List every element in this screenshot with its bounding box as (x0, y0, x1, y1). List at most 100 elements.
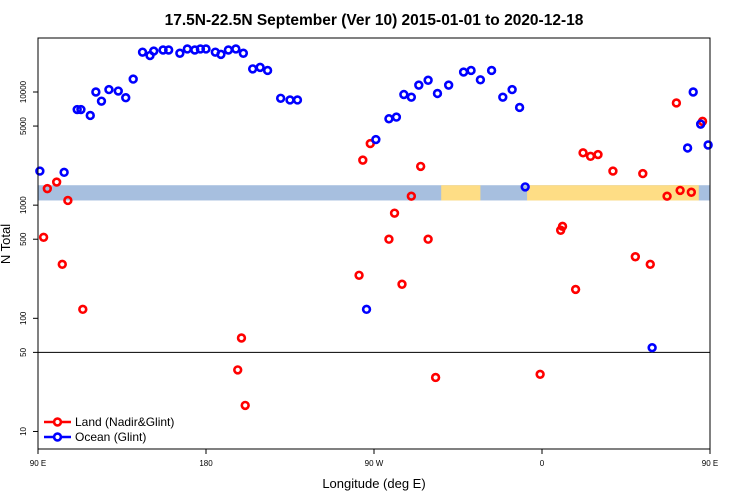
data-point (255, 62, 265, 73)
data-point (59, 167, 69, 178)
data-point (175, 48, 185, 58)
data-point (498, 92, 508, 102)
data-point (695, 119, 706, 129)
data-point (557, 221, 568, 232)
data-point (520, 182, 530, 192)
data-point (675, 185, 685, 196)
data-point (137, 47, 148, 57)
data-point (570, 284, 581, 295)
data-point (384, 234, 394, 244)
data-point (72, 104, 82, 115)
y-tick-label: 50 (19, 347, 28, 356)
data-point (238, 48, 249, 58)
data-point (371, 134, 381, 145)
data-point (51, 177, 62, 187)
data-point (149, 46, 159, 56)
x-tick-label: 90 E (30, 459, 46, 468)
data-point (292, 95, 303, 105)
y-tick-label: 500 (19, 232, 28, 246)
data-point (240, 400, 250, 411)
data-point (236, 333, 247, 343)
data-point (76, 104, 86, 115)
data-point (399, 89, 409, 100)
data-point (42, 183, 53, 194)
x-tick-label: 90 E (702, 459, 718, 468)
data-point (354, 270, 364, 280)
data-point (78, 304, 88, 315)
data-point (389, 208, 400, 218)
y-tick-label: 10000 (19, 80, 28, 103)
data-point (63, 195, 73, 206)
data-point (121, 93, 131, 103)
data-point (703, 140, 713, 150)
legend: Land (Nadir&Glint)Ocean (Glint) (44, 415, 174, 444)
y-tick-label: 1000 (19, 196, 28, 214)
data-point (113, 86, 123, 96)
data-point (638, 168, 648, 179)
data-point (688, 87, 698, 97)
data-point (231, 44, 241, 54)
data-point (163, 45, 174, 55)
data-point (486, 65, 497, 76)
data-point (406, 92, 417, 102)
map-strip (38, 185, 710, 201)
land-segment (441, 185, 481, 201)
data-point (630, 252, 641, 262)
x-axis-label: Longitude (deg E) (322, 476, 425, 491)
data-point (686, 187, 697, 197)
land-segment (527, 185, 699, 201)
data-point (391, 112, 402, 122)
data-point (432, 88, 443, 99)
data-point (671, 98, 682, 108)
x-tick-label: 90 W (365, 459, 384, 468)
data-point (443, 80, 454, 90)
data-point (593, 149, 603, 160)
legend-marker (52, 417, 63, 427)
y-tick-label: 5000 (19, 117, 28, 135)
data-point (682, 143, 693, 153)
data-point (578, 148, 588, 158)
data-point (361, 304, 372, 315)
data-point (507, 84, 517, 95)
data-point (35, 166, 45, 176)
data-point (662, 191, 672, 201)
data-point (216, 49, 226, 60)
data-point (96, 96, 107, 106)
data-point (414, 80, 424, 90)
data-point (397, 279, 407, 289)
legend-item: Land (Nadir&Glint) (44, 415, 174, 429)
data-point (262, 65, 273, 76)
data-point (38, 232, 49, 242)
series-land (38, 98, 708, 411)
data-point (104, 84, 114, 95)
data-point (466, 65, 476, 76)
series-layer (35, 44, 713, 411)
y-axis: 10 50 100 500 1000 5000 10000 (19, 80, 38, 436)
data-point (535, 369, 545, 380)
y-axis-label: N Total (0, 224, 13, 264)
legend-marker (52, 432, 63, 442)
data-point (475, 75, 486, 85)
data-point (514, 102, 525, 113)
data-point (201, 44, 211, 54)
x-tick-label: 0 (540, 459, 545, 468)
chart-title: 17.5N-22.5N September (Ver 10) 2015-01-0… (165, 12, 584, 29)
data-point (57, 259, 67, 270)
x-axis: 90 E 180 90 W 0 90 E (30, 449, 718, 468)
plot-area (35, 37, 713, 450)
data-point (645, 259, 655, 270)
x-tick-label: 180 (199, 459, 213, 468)
data-point (423, 234, 433, 244)
legend-item: Ocean (Glint) (44, 430, 146, 444)
data-point (430, 372, 441, 383)
data-point (233, 365, 243, 375)
legend-label: Land (Nadir&Glint) (75, 415, 174, 429)
data-point (85, 110, 95, 121)
data-point (647, 342, 657, 353)
legend-label: Ocean (Glint) (75, 430, 146, 444)
data-point (358, 155, 368, 165)
data-point (91, 87, 101, 97)
data-point (406, 191, 417, 201)
